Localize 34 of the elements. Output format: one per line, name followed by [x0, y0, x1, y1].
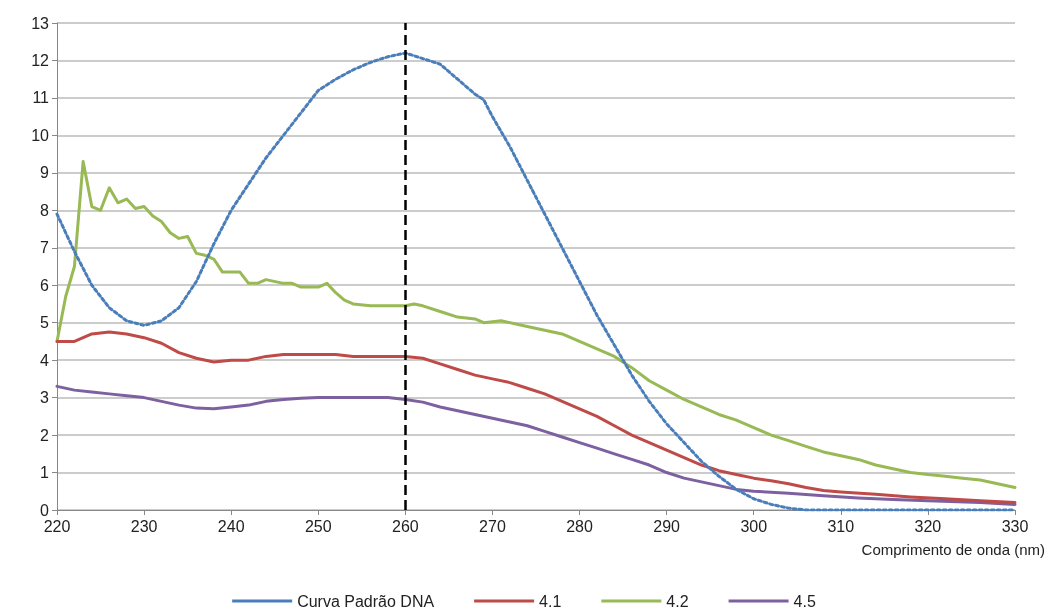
x-tick-label: 250 — [304, 517, 332, 535]
y-tick-label: 3 — [40, 389, 50, 407]
line-series — [55, 384, 1017, 506]
y-tick-label: 10 — [31, 126, 50, 144]
x-tick-label: 300 — [740, 517, 768, 535]
x-tick-label: 310 — [827, 517, 855, 535]
x-tick-label: 270 — [479, 517, 506, 535]
legend-label: 4.1 — [539, 592, 562, 610]
x-axis-title: Comprimento de onda (nm) — [861, 541, 1045, 558]
y-tick-label: 8 — [40, 201, 50, 219]
x-tick-label: 330 — [1001, 517, 1029, 535]
x-tick-label: 220 — [43, 517, 71, 535]
legend-label: 4.2 — [666, 592, 689, 610]
y-tick-label: 13 — [31, 14, 50, 32]
line-series — [55, 330, 1017, 505]
x-tick-label: 230 — [130, 517, 158, 535]
y-tick-label: 9 — [40, 164, 50, 182]
legend-label: 4.5 — [793, 592, 816, 610]
y-tick-label: 2 — [40, 426, 50, 444]
x-tick-label: 280 — [566, 517, 593, 535]
line-series — [55, 160, 1017, 490]
y-tick-label: 5 — [40, 314, 50, 332]
y-tick-label: 1 — [40, 464, 50, 482]
y-tick-label: 11 — [32, 89, 50, 107]
x-tick-label: 240 — [217, 517, 245, 535]
y-tick-label: 0 — [40, 501, 50, 519]
y-tick-label: 6 — [40, 276, 50, 294]
y-tick-label: 12 — [31, 51, 50, 69]
legend-label: Curva Padrão DNA — [297, 592, 435, 610]
x-tick-label: 290 — [653, 517, 681, 535]
y-tick-label: 4 — [40, 351, 50, 369]
x-tick-label: 320 — [914, 517, 942, 535]
y-tick-label: 7 — [40, 239, 50, 257]
x-tick-label: 260 — [392, 517, 419, 535]
